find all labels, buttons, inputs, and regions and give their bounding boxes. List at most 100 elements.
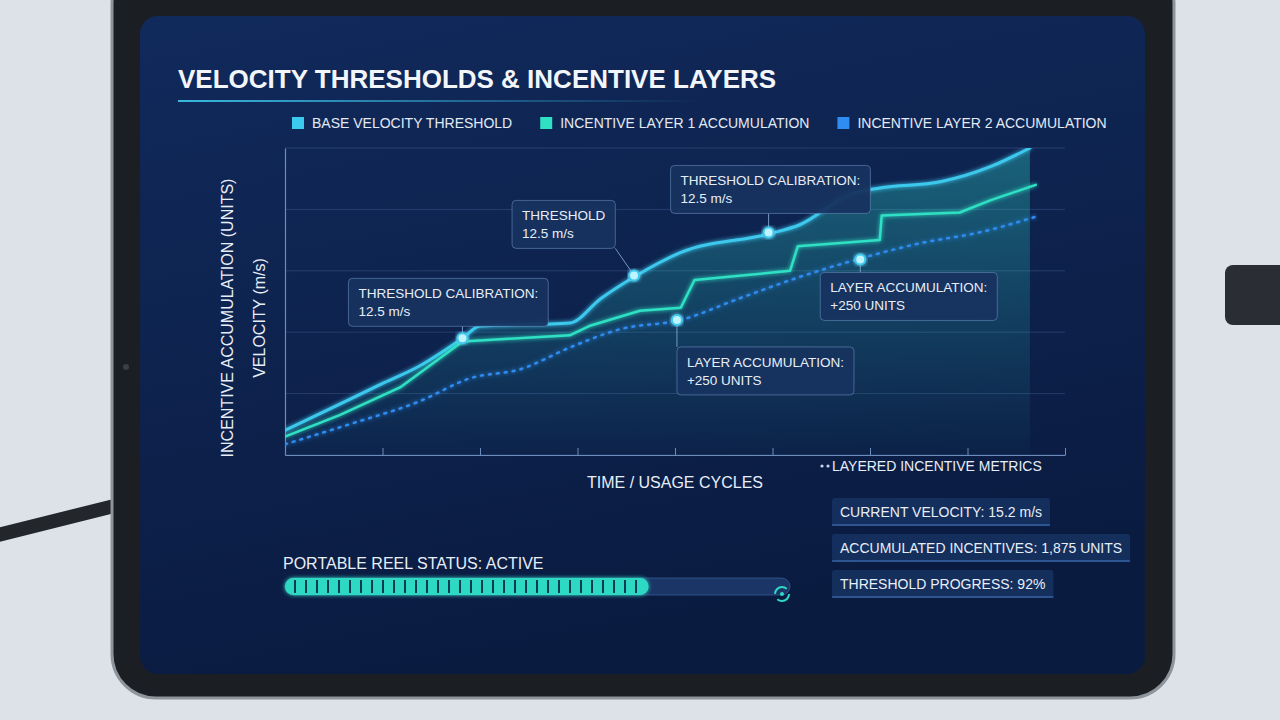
metrics-dot: [826, 464, 829, 467]
metrics-rows: CURRENT VELOCITY: 15.2 m/s ACCUMULATED IN…: [832, 498, 1130, 598]
annotation: THRESHOLD 12.5 m/s: [512, 200, 634, 275]
grid: [285, 148, 1065, 455]
status-stripe: [613, 580, 615, 593]
status-stripe: [393, 580, 395, 593]
y-axis-title: INCENTIVE ACCUMULATION (UNITS): [219, 179, 236, 458]
annotation-text: LAYER ACCUMULATION:: [830, 280, 987, 295]
annotation: LAYER ACCUMULATION:+250 UNITS: [677, 320, 854, 395]
status-stripe: [294, 580, 296, 593]
metrics-dot: [820, 464, 823, 467]
status-stripes: [295, 580, 636, 593]
status-stripe: [624, 580, 626, 593]
grid-line: [285, 148, 1065, 149]
legend-label: INCENTIVE LAYER 1 ACCUMULATION: [560, 115, 809, 131]
status-stripe: [547, 580, 549, 593]
series-line: [285, 185, 1036, 437]
metric-row: ACCUMULATED INCENTIVES: 1,875 UNITS: [832, 534, 1130, 562]
metric-underline: [832, 560, 1130, 562]
annotation-point: [629, 270, 639, 280]
pen: [0, 498, 120, 545]
legend-swatch: [540, 117, 552, 129]
status-stripe: [448, 580, 450, 593]
plot-area: [285, 148, 1040, 455]
annotation-dots: [457, 227, 865, 343]
status-stripe: [371, 580, 373, 593]
annotation-box: [348, 278, 548, 326]
status-stripe: [404, 580, 406, 593]
status-fill: [285, 578, 649, 595]
metric-underline: [832, 524, 1050, 526]
metrics-title: LAYERED INCENTIVE METRICS: [832, 458, 1042, 474]
annotation-text: +250 UNITS: [830, 298, 905, 313]
status-stripe: [437, 580, 439, 593]
legend-swatch: [292, 117, 304, 129]
tablet-bezel: [112, 0, 1174, 698]
status-label: PORTABLE REEL STATUS: ACTIVE: [283, 555, 544, 572]
annotation-text: 12.5 m/s: [681, 191, 733, 206]
x-axis-line: [286, 455, 1066, 456]
y-axis-line: [285, 149, 286, 456]
series-area: [285, 148, 1030, 455]
legend-swatch: [837, 117, 849, 129]
series-line: [285, 216, 1040, 445]
annotation-box: [671, 165, 871, 213]
desk: [0, 0, 1280, 720]
metric-text: ACCUMULATED INCENTIVES: 1,875 UNITS: [840, 540, 1122, 556]
status-stripe: [481, 580, 483, 593]
annotations: THRESHOLD CALIBRATION: 12.5 m/s THRESHOLD 1…: [348, 165, 997, 394]
annotation-text: 12.5 m/s: [522, 226, 574, 241]
metric-box: [832, 570, 1053, 598]
phone: [1225, 265, 1280, 325]
status-stripe: [591, 580, 593, 593]
status-stripe: [360, 580, 362, 593]
status-stripe: [503, 580, 505, 593]
legend-label: BASE VELOCITY THRESHOLD: [312, 115, 512, 131]
status-stripe: [382, 580, 384, 593]
annotation: THRESHOLD CALIBRATION: 12.5 m/s: [671, 165, 871, 232]
status-stripe: [635, 580, 637, 593]
y-axis: [285, 149, 287, 456]
legend-item: BASE VELOCITY THRESHOLD: [292, 115, 512, 131]
annotation-text: THRESHOLD CALIBRATION:: [358, 286, 538, 301]
status-stripe: [316, 580, 318, 593]
metrics-dots: [820, 464, 829, 467]
annotation-box: [512, 200, 615, 248]
metric-row: THRESHOLD PROGRESS: 92%: [832, 570, 1053, 598]
tablet-screen: [140, 16, 1145, 674]
status-stripe: [492, 580, 494, 593]
metric-text: THRESHOLD PROGRESS: 92%: [840, 576, 1045, 592]
status-stripe: [525, 580, 527, 593]
metric-text: CURRENT VELOCITY: 15.2 m/s: [840, 504, 1042, 520]
status-stripe: [415, 580, 417, 593]
status-stripe: [426, 580, 428, 593]
y-axis-title: VELOCITY (m/s): [251, 258, 268, 378]
x-tick-mark: [1065, 448, 1066, 455]
status-stripe: [536, 580, 538, 593]
annotation-point: [672, 315, 682, 325]
status-stripe: [470, 580, 472, 593]
status-stripe: [459, 580, 461, 593]
title-underline: [178, 100, 698, 102]
metric-box: [832, 534, 1130, 562]
annotation-text: +250 UNITS: [687, 373, 762, 388]
status-stripe: [514, 580, 516, 593]
status-stripe: [305, 580, 307, 593]
refresh-icon: [775, 587, 789, 601]
legend-label: INCENTIVE LAYER 2 ACCUMULATION: [857, 115, 1106, 131]
annotation-box: [820, 272, 997, 320]
chart-title: VELOCITY THRESHOLDS & INCENTIVE LAYERS: [178, 64, 776, 94]
status-stripe: [327, 580, 329, 593]
annotation-text: THRESHOLD CALIBRATION:: [681, 173, 861, 188]
camera: [123, 364, 129, 370]
status-stripe: [569, 580, 571, 593]
status-track: [285, 578, 790, 595]
metric-box: [832, 498, 1050, 526]
status-stripe: [580, 580, 582, 593]
status-stripe: [338, 580, 340, 593]
annotation-text: THRESHOLD: [522, 208, 606, 223]
refresh-icon-ring: [775, 587, 789, 601]
annotation-point: [764, 227, 774, 237]
metric-underline: [832, 596, 1053, 598]
annotation-point: [855, 254, 865, 264]
annotation-point: [457, 333, 467, 343]
